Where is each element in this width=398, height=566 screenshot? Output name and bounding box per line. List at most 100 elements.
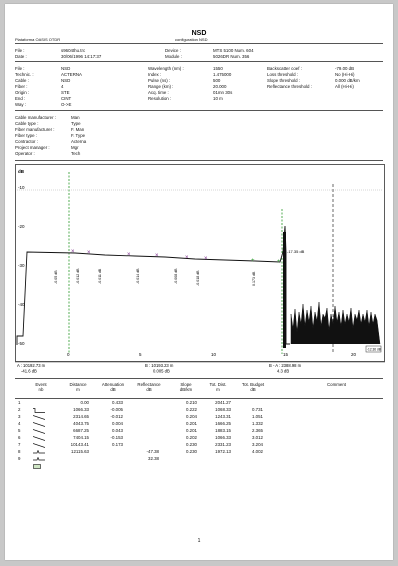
- param-value: 20.000: [213, 84, 227, 89]
- y-tick-label: -10: [18, 185, 25, 190]
- table-row[interactable]: 4 4043.75 0.004 0.201 1666.25 1.332: [15, 420, 383, 434]
- param-value: -79.00 dB: [335, 66, 355, 71]
- divider: [15, 378, 383, 379]
- cell-nb: 7: [18, 442, 21, 447]
- cable-label: Project manager :: [15, 145, 50, 150]
- param-label: Range (km) :: [148, 84, 174, 89]
- status-left: -41.6 dB: [21, 369, 37, 374]
- y-tick-label: -30: [18, 263, 25, 268]
- cable-label: Fiber type :: [15, 133, 37, 138]
- header-cell: Comment: [327, 382, 347, 387]
- cable-label: Cable manufacturer :: [15, 115, 56, 120]
- cell-nb: 1: [18, 400, 21, 405]
- cell-dist: 10143.41: [70, 442, 89, 447]
- cell-tot-dist: 2331.23: [215, 442, 231, 447]
- param-label: Way :: [15, 102, 27, 107]
- cell-nb: 6: [18, 435, 21, 440]
- noise-floor: [290, 301, 381, 345]
- cell-att: -0.005: [110, 407, 123, 412]
- x-tick-label: 20: [351, 352, 357, 357]
- event-marker: ×: [87, 250, 91, 256]
- end-reflection-pulse: [283, 232, 286, 348]
- y-tick-label: -50: [18, 341, 25, 346]
- date-label: Date :: [15, 54, 27, 59]
- header-cell: Event nb: [35, 382, 47, 392]
- table-row[interactable]: 3 2314.65 -0.012 0.204 1243.31 1.051: [15, 413, 383, 427]
- header-cell: Attenuation dB: [101, 382, 125, 392]
- cell-slope: 0.230: [186, 442, 197, 447]
- header-left: Plataforma OASIS OTDR: [15, 37, 61, 42]
- event-annotation: 0.173 dB: [252, 271, 256, 286]
- cell-slope: 0.201: [186, 428, 197, 433]
- param-value: NSD: [61, 66, 71, 71]
- table-row[interactable]: 1 0.00 0.433 0.210 2041.27: [15, 399, 383, 413]
- module-label: Module :: [165, 54, 182, 59]
- events-table-body: 1 0.00 0.433 0.210 2041.27 2 1066.33 -0.005 0.22…: [15, 399, 383, 469]
- header-cell: Reflectance dB: [137, 382, 161, 392]
- cell-dist: 0.00: [80, 400, 89, 405]
- cell-tot-budget: 4.002: [252, 449, 263, 454]
- header-cell: Slope dB/km: [179, 382, 193, 392]
- event-annotation: -0.018 dB: [196, 270, 200, 286]
- report-page: NSD Plataforma OASIS OTDR configuration …: [5, 4, 393, 560]
- cursor-ab-readout: B - A : 2388.98 m: [269, 363, 302, 368]
- param-value: 4: [61, 84, 64, 89]
- reference-level-label: -17.35 dB: [287, 249, 305, 254]
- divider: [15, 160, 383, 161]
- divider: [15, 110, 383, 111]
- cell-tot-dist: 2041.27: [215, 400, 231, 405]
- report-title: NSD: [191, 30, 207, 37]
- splice-event-icon: [32, 428, 46, 446]
- table-row[interactable]: 6 7404.15 -0.153 0.202 1066.33 3.012: [15, 434, 383, 448]
- cell-slope: 0.202: [186, 435, 197, 440]
- splice-event-icon: [32, 414, 46, 432]
- cursor-b-readout: B : 10193.23 m: [145, 363, 174, 368]
- event-annotation: -0.011 dB: [98, 268, 102, 284]
- table-row[interactable]: 2 1066.33 -0.005 0.222 1068.33 0.731: [15, 406, 383, 420]
- event-annotation: -0.012 dB: [76, 268, 80, 284]
- param-value: 0.000 dB/km: [335, 78, 360, 83]
- cable-value: Man: [71, 115, 80, 120]
- cable-label: Fiber manufacturer :: [15, 127, 55, 132]
- cell-dist: 12115.63: [71, 449, 89, 454]
- table-row[interactable]: 7 10143.41 0.173 0.230 2331.23 3.204: [15, 441, 383, 454]
- table-row[interactable]: 9 32.38: [15, 455, 383, 469]
- table-row[interactable]: 8 12115.63 -47.38 0.230 1972.13 4.002: [15, 448, 383, 461]
- cell-nb: 4: [18, 421, 21, 426]
- param-label: Resolution :: [148, 96, 172, 101]
- param-label: Origin :: [15, 90, 30, 95]
- param-value: All (Hi-Hi): [335, 84, 354, 89]
- start-event-icon: [33, 400, 45, 418]
- reflective-event-icon: [33, 449, 45, 467]
- cell-dist: 6687.25: [73, 428, 89, 433]
- param-value: 1550: [213, 66, 223, 71]
- header-cell: Tot. Budget dB: [241, 382, 265, 392]
- cable-value: F. Type: [71, 133, 86, 138]
- cable-value: Tech: [71, 151, 81, 156]
- y-tick-label: -40: [18, 302, 25, 307]
- cell-tot-dist: 1883.15: [215, 428, 231, 433]
- event-markers: × × × × × × + +: [71, 249, 281, 265]
- y-axis: dB -10 -20 -30 -40 -50: [18, 169, 25, 346]
- param-label: Pulse (ns) :: [148, 78, 171, 83]
- readout-box: [365, 345, 382, 353]
- cell-tot-budget: 2.365: [252, 428, 263, 433]
- module-value: 5026DR Num. 356: [213, 54, 250, 59]
- param-label: Fiber :: [15, 84, 28, 89]
- param-label: End :: [15, 96, 26, 101]
- cell-slope: 0.201: [186, 421, 197, 426]
- param-value: O->E: [61, 102, 72, 107]
- table-row[interactable]: 5 6687.25 0.043 0.201 1883.15 2.365: [15, 427, 383, 441]
- param-value: NSD: [61, 78, 71, 83]
- param-label: Reflectance threshold :: [267, 84, 312, 89]
- event-marker: ×: [185, 255, 189, 261]
- x-axis: 0 5 10 15 20: [67, 352, 357, 357]
- readout-text: -12.36 dB: [367, 348, 381, 352]
- param-label: Index :: [148, 72, 162, 77]
- cell-nb: 3: [18, 414, 21, 419]
- param-label: Acq. time :: [148, 90, 169, 95]
- cable-value: F. Man: [71, 127, 85, 132]
- end-event-icon: [33, 456, 41, 474]
- cable-label: Cable type :: [15, 121, 39, 126]
- cell-tot-budget: 1.051: [252, 414, 263, 419]
